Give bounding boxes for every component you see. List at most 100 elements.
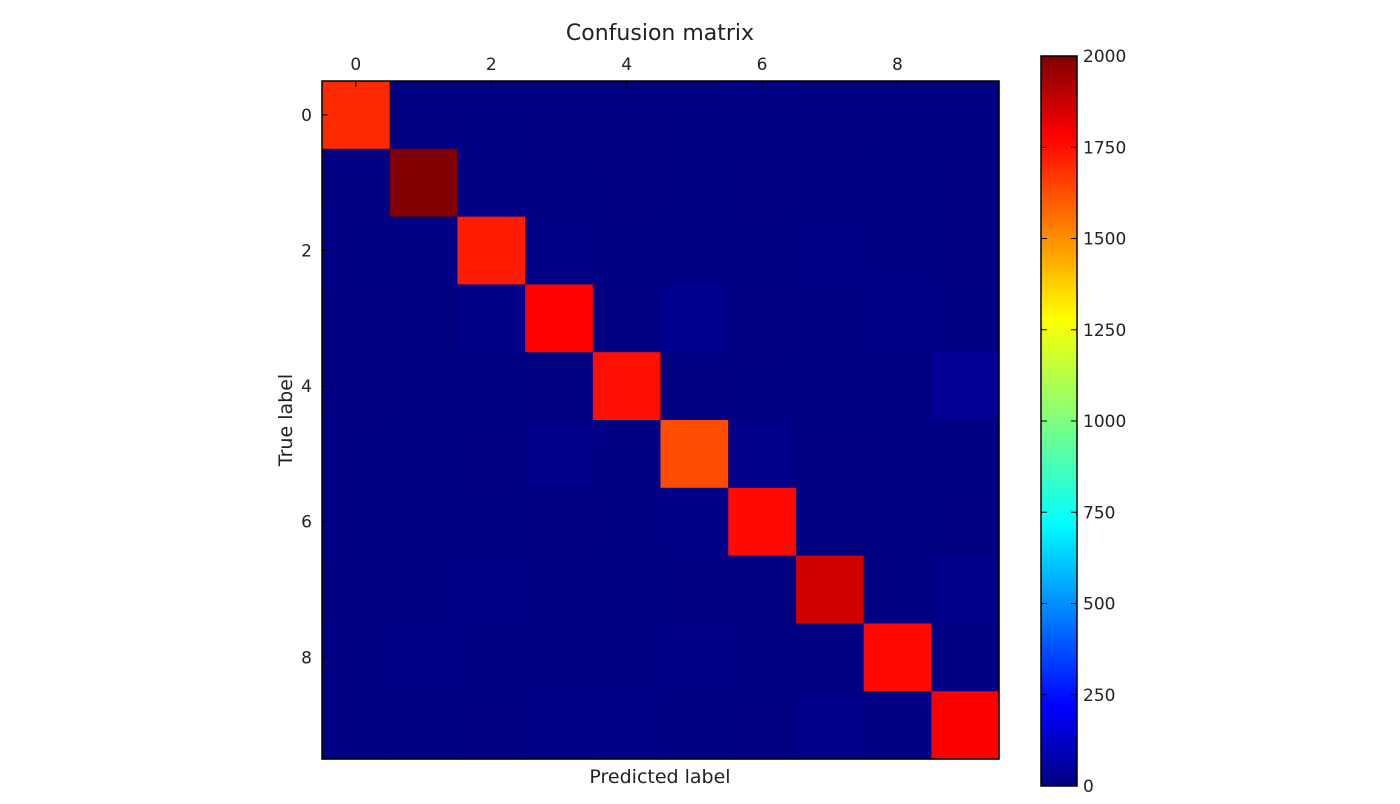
heatmap-cell-0-0 [322,81,391,150]
colorbar-tick-label-750: 750 [1083,503,1115,523]
heatmap-cell-7-9 [931,555,1000,624]
plot-frame [321,80,1000,760]
heatmap-cell-6-1 [389,487,458,557]
heatmap-cell-7-0 [322,555,391,624]
heatmap-cell-2-7 [795,216,865,285]
heatmap-cell-9-7 [795,691,865,760]
heatmap-cell-2-5 [660,216,729,285]
colorbar-ticks: 0 250 500 750 1000 1250 1500 1750 2000 [1041,47,1126,797]
heatmap-cell-3-8 [863,284,932,353]
heatmap-cell-1-5 [660,148,729,218]
x-axis-ticks: 0 2 4 6 8 [350,55,903,87]
heatmap-cell-5-7 [795,420,865,489]
heatmap-cell-9-1 [389,691,458,760]
x-axis-label: Predicted label [589,766,730,788]
colorbar-tick-label-500: 500 [1083,595,1115,615]
colorbar-tick-label-2000: 2000 [1083,47,1126,67]
heatmap-cell-1-3 [525,148,594,218]
heatmap-cell-5-6 [728,420,797,489]
heatmap-cell-7-5 [660,555,729,624]
x-tick-label-0: 0 [350,55,361,75]
heatmap-cell-1-4 [592,148,662,218]
heatmap-cell-4-0 [322,352,391,421]
heatmap-cell-4-2 [457,352,526,421]
heatmap-cell-0-2 [457,81,526,150]
heatmap-cell-9-3 [525,691,594,760]
heatmap-cell-6-7 [795,487,865,557]
y-axis-label: True label [275,374,297,467]
colorbar-tick-label-1250: 1250 [1083,321,1126,341]
x-tick-label-2: 2 [486,55,497,75]
heatmap-cell-3-6 [728,284,797,353]
heatmap-cell-0-9 [931,81,1000,150]
heatmap-cell-8-4 [592,623,662,692]
colorbar-tick-label-0: 0 [1083,777,1094,797]
heatmap-cell-8-0 [322,623,391,692]
heatmap-cell-3-2 [457,284,526,353]
heatmap-cell-1-2 [457,148,526,218]
heatmap-cell-9-2 [457,691,526,760]
heatmap-cells [322,81,1000,760]
heatmap-cell-4-3 [525,352,594,421]
y-tick-label-0: 0 [301,106,312,126]
x-tick-label-4: 4 [621,55,632,75]
heatmap-cell-1-9 [931,148,1000,218]
heatmap-cell-7-1 [389,555,458,624]
x-tick-label-8: 8 [892,55,903,75]
heatmap-cell-8-3 [525,623,594,692]
heatmap-cell-3-3 [525,284,594,353]
heatmap-cell-6-6 [728,487,797,557]
heatmap-cell-0-5 [660,81,729,150]
heatmap-cell-5-3 [525,420,594,489]
heatmap-cell-0-4 [592,81,662,150]
heatmap-cell-1-0 [322,148,391,218]
heatmap-cell-9-8 [863,691,932,760]
heatmap-cell-8-8 [863,623,932,692]
heatmap-cell-0-6 [728,81,797,150]
heatmap-cell-3-1 [389,284,458,353]
x-tick-label-6: 6 [757,55,768,75]
heatmap-cell-2-8 [863,216,932,285]
heatmap-cell-5-1 [389,420,458,489]
heatmap-cell-8-5 [660,623,729,692]
heatmap-cell-8-7 [795,623,865,692]
heatmap-cell-4-5 [660,352,729,421]
heatmap-cell-0-8 [863,81,932,150]
heatmap-cell-2-6 [728,216,797,285]
heatmap-cell-7-2 [457,555,526,624]
heatmap-cell-4-7 [795,352,865,421]
heatmap-cell-8-2 [457,623,526,692]
heatmap-cell-8-9 [931,623,1000,692]
heatmap-cell-9-6 [728,691,797,760]
heatmap-cell-2-0 [322,216,391,285]
heatmap-cell-5-4 [592,420,662,489]
heatmap-cell-7-7 [795,555,865,624]
heatmap-cell-4-1 [389,352,458,421]
heatmap-cell-3-7 [795,284,865,353]
heatmap-cell-4-8 [863,352,932,421]
colorbar-tick-label-250: 250 [1083,686,1115,706]
heatmap-cell-9-4 [592,691,662,760]
heatmap-cell-4-4 [592,352,662,421]
heatmap-cell-3-4 [592,284,662,353]
heatmap-cell-6-0 [322,487,391,557]
heatmap-cell-1-6 [728,148,797,218]
heatmap-cell-7-8 [863,555,932,624]
heatmap-cell-1-7 [795,148,865,218]
colorbar-tick-label-1500: 1500 [1083,230,1126,250]
y-tick-label-6: 6 [301,513,312,533]
heatmap-cell-5-0 [322,420,391,489]
heatmap-cell-7-3 [525,555,594,624]
colorbar-tick-label-1000: 1000 [1083,412,1126,432]
heatmap-cell-2-3 [525,216,594,285]
heatmap-cell-7-6 [728,555,797,624]
heatmap-cell-6-4 [592,487,662,557]
chart-title: Confusion matrix [566,21,754,46]
heatmap-cell-5-8 [863,420,932,489]
y-axis-ticks: 0 2 4 6 8 [301,106,328,668]
heatmap-cell-2-4 [592,216,662,285]
heatmap-cell-0-3 [525,81,594,150]
heatmap-cell-3-0 [322,284,391,353]
